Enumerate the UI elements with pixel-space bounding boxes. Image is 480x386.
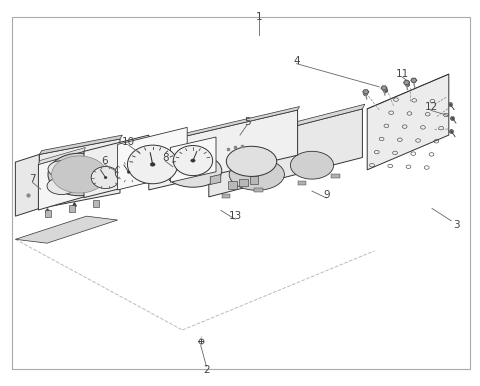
- Polygon shape: [209, 109, 362, 197]
- Polygon shape: [15, 154, 39, 216]
- Bar: [239, 179, 248, 186]
- Bar: [69, 205, 75, 212]
- Text: 3: 3: [453, 220, 459, 230]
- Text: 1: 1: [256, 12, 263, 22]
- Ellipse shape: [290, 151, 334, 179]
- Ellipse shape: [47, 178, 76, 195]
- Text: 11: 11: [396, 69, 409, 79]
- Text: 4: 4: [293, 56, 300, 66]
- Polygon shape: [39, 139, 120, 208]
- Polygon shape: [209, 104, 365, 148]
- Ellipse shape: [91, 166, 120, 188]
- Polygon shape: [210, 174, 221, 185]
- Text: 6: 6: [101, 156, 108, 166]
- Text: 13: 13: [228, 211, 242, 221]
- Ellipse shape: [229, 159, 285, 190]
- Text: 7: 7: [29, 174, 36, 185]
- Bar: [331, 174, 340, 178]
- Polygon shape: [411, 78, 417, 82]
- Bar: [298, 181, 306, 185]
- Text: 10: 10: [122, 137, 135, 147]
- Text: 8: 8: [162, 153, 169, 163]
- Ellipse shape: [191, 159, 195, 162]
- Polygon shape: [170, 137, 216, 182]
- Ellipse shape: [227, 146, 276, 176]
- Text: 9: 9: [323, 190, 330, 200]
- Bar: [45, 210, 51, 217]
- Polygon shape: [38, 151, 84, 210]
- Polygon shape: [404, 81, 409, 85]
- Ellipse shape: [104, 176, 107, 179]
- Ellipse shape: [51, 156, 107, 193]
- Ellipse shape: [48, 161, 77, 178]
- Polygon shape: [149, 107, 300, 145]
- Polygon shape: [118, 127, 187, 190]
- Polygon shape: [84, 135, 149, 198]
- Polygon shape: [15, 216, 118, 243]
- Polygon shape: [149, 110, 298, 190]
- Bar: [222, 194, 230, 198]
- Ellipse shape: [128, 145, 178, 184]
- Bar: [93, 200, 99, 207]
- Polygon shape: [39, 135, 122, 154]
- Ellipse shape: [48, 153, 110, 196]
- Bar: [228, 181, 237, 189]
- Ellipse shape: [127, 171, 130, 173]
- Bar: [250, 176, 258, 184]
- Ellipse shape: [150, 163, 155, 166]
- Bar: [254, 188, 263, 192]
- Polygon shape: [38, 147, 85, 164]
- Polygon shape: [367, 74, 449, 170]
- Ellipse shape: [115, 162, 142, 183]
- Text: 12: 12: [424, 102, 438, 112]
- Ellipse shape: [103, 163, 118, 173]
- Text: 2: 2: [203, 365, 210, 375]
- Polygon shape: [363, 90, 369, 94]
- Ellipse shape: [173, 146, 213, 176]
- Ellipse shape: [164, 154, 222, 187]
- Text: 5: 5: [244, 117, 251, 127]
- Polygon shape: [381, 86, 387, 90]
